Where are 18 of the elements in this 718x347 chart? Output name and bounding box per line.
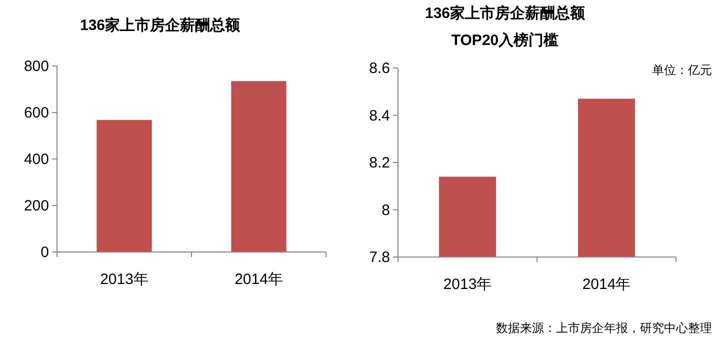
y-tick-label: 8.4 — [369, 107, 390, 124]
y-tick-label: 7.8 — [369, 249, 390, 266]
y-tick-label: 0 — [40, 244, 49, 261]
x-tick-label: 2013年 — [443, 276, 492, 293]
y-tick-label: 600 — [24, 104, 49, 122]
y-tick-label: 8.2 — [369, 154, 390, 172]
y-tick-label: 800 — [24, 58, 49, 75]
y-tick-label: 400 — [24, 151, 49, 168]
x-tick-label: 2013年 — [100, 271, 148, 288]
y-tick-label: 8 — [382, 202, 390, 219]
chart-title: 136家上市房企薪酬总额 TOP20入榜门槛 — [424, 4, 586, 49]
source-note: 数据来源：上市房企年报，研究中心整理 — [496, 321, 712, 335]
chart-title: 136家上市房企薪酬总额 — [80, 16, 242, 34]
annotation: 单位：亿元 — [652, 63, 712, 77]
x-tick-label: 2014年 — [582, 276, 631, 293]
x-tick-label: 2014年 — [234, 271, 283, 288]
y-tick-label: 8.6 — [369, 60, 390, 77]
y-tick-label: 200 — [24, 198, 49, 214]
